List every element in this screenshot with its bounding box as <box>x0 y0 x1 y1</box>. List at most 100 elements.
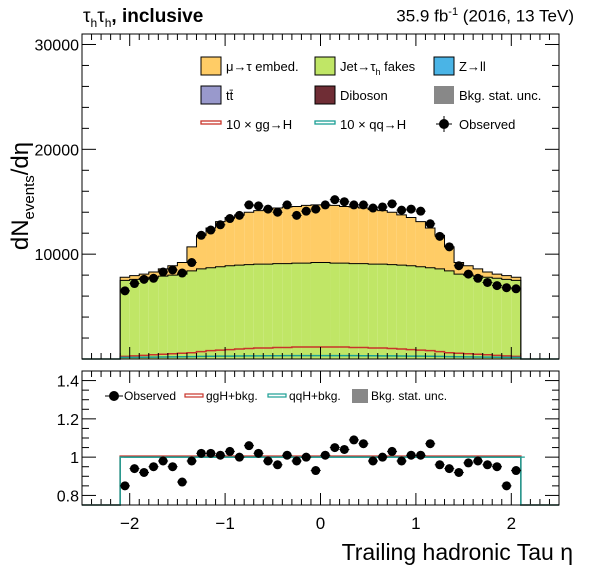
legend-observed-marker <box>439 119 449 129</box>
ratio-point <box>492 462 502 472</box>
ratio-point <box>158 456 168 466</box>
ratio-point <box>454 467 464 477</box>
bar-fakes <box>215 266 226 359</box>
observed-point <box>168 265 178 275</box>
main-panel: 10000 20000 30000 <box>35 34 560 360</box>
bar-fakes <box>415 266 426 359</box>
ratio-point <box>282 450 292 460</box>
ratio-point <box>244 441 254 451</box>
observed-point <box>177 268 187 278</box>
y-tick-label: 10000 <box>35 247 80 264</box>
bar-embed <box>129 275 140 280</box>
main-frame <box>81 33 560 360</box>
observed-point <box>129 279 139 289</box>
bar-embed <box>339 206 350 264</box>
bar-embed <box>320 204 331 263</box>
ratio-point <box>292 456 302 466</box>
observed-point <box>311 204 321 214</box>
ratio-point <box>358 439 368 449</box>
bar-fakes <box>158 276 168 359</box>
bar-fakes <box>368 264 378 359</box>
ratio-y-tick-label: 1.2 <box>57 412 79 429</box>
ratio-point <box>425 439 435 449</box>
ratio-legend-observed-marker <box>109 391 119 401</box>
bar-fakes <box>310 262 321 359</box>
luminosity-label: 35.9 fb-1 (2016, 13 TeV) <box>396 6 574 27</box>
bar-fakes <box>444 270 455 359</box>
ratio-point <box>263 456 273 466</box>
ratio-point <box>482 460 492 470</box>
bar-embed <box>177 262 187 275</box>
bar-fakes <box>377 264 388 359</box>
observed-point <box>454 261 464 271</box>
bar-fakes <box>396 265 407 359</box>
observed-point <box>225 214 235 224</box>
ratio-legend: Observed ggH+bkg. qqH+bkg. Bkg. stat. un… <box>105 389 447 403</box>
bar-embed <box>263 209 273 265</box>
bar-embed <box>387 212 397 265</box>
legend-label-embed: μ→τ embed. <box>226 59 299 74</box>
observed-point <box>215 220 225 230</box>
lumi-run-info: (2016, 13 TeV) <box>458 6 574 26</box>
observed-point <box>416 206 426 216</box>
bar-embed <box>206 227 216 268</box>
legend-label-diboson: Diboson <box>340 88 388 103</box>
legend: μ→τ embed. Jet→τh fakes Z→ll tt̄ Diboson… <box>200 56 541 132</box>
ratio-point <box>234 452 244 462</box>
ratio-point <box>120 481 130 491</box>
x-tick-label: −1 <box>215 514 234 533</box>
bar-embed <box>377 210 388 265</box>
tau-symbol-1: τ <box>83 6 91 27</box>
ratio-legend-label-observed: Observed <box>124 389 176 403</box>
category-label: , inclusive <box>111 6 204 27</box>
legend-label-ttbar: tt̄ <box>226 88 234 103</box>
observed-point <box>330 195 340 205</box>
legend-label-qqh: 10 × qq→H <box>340 117 406 132</box>
bar-fakes <box>139 278 149 359</box>
ratio-point <box>273 460 283 470</box>
observed-point <box>444 242 454 252</box>
bar-embed <box>396 214 407 266</box>
bar-fakes <box>463 275 474 359</box>
observed-point <box>273 207 283 217</box>
legend-swatch-ttbar <box>200 85 222 105</box>
ratio-point <box>253 448 263 458</box>
bar-fakes <box>511 280 521 359</box>
observed-point <box>244 200 254 210</box>
ratio-legend-label-qqh: qqH+bkg. <box>289 389 341 403</box>
ratio-point <box>215 450 225 460</box>
observed-point <box>282 200 292 210</box>
observed-point <box>473 273 483 283</box>
ratio-point <box>368 456 378 466</box>
bar-fakes <box>301 263 311 359</box>
bar-fakes <box>349 263 359 359</box>
ratio-y-tick-label: 1 <box>70 450 79 467</box>
bar-embed <box>291 206 302 264</box>
bar-fakes <box>148 277 159 359</box>
ratio-legend-line-ggh <box>184 393 204 398</box>
ratio-legend-line-qqh <box>267 393 287 398</box>
observed-point <box>263 204 273 214</box>
y-tick-label: 20000 <box>35 142 80 159</box>
legend-swatch-fakes <box>314 56 336 76</box>
bar-embed <box>368 209 378 265</box>
ratio-point <box>187 456 197 466</box>
bar-embed <box>225 217 235 266</box>
x-axis-label: Trailing hadronic Tau η <box>342 539 573 565</box>
y-tick-label: 30000 <box>35 37 80 54</box>
observed-point <box>196 230 206 240</box>
observed-point <box>387 199 397 209</box>
observed-point <box>339 197 349 207</box>
ratio-point <box>177 477 187 487</box>
bar-fakes <box>167 275 178 359</box>
observed-point <box>368 203 378 213</box>
legend-swatch-diboson <box>314 85 336 105</box>
ratio-point <box>129 464 139 474</box>
ratio-point <box>320 450 330 460</box>
x-tick-label: −2 <box>120 514 139 533</box>
bar-embed <box>301 205 311 264</box>
bar-embed <box>415 221 426 267</box>
observed-point <box>406 204 416 214</box>
bar-fakes <box>330 263 340 359</box>
